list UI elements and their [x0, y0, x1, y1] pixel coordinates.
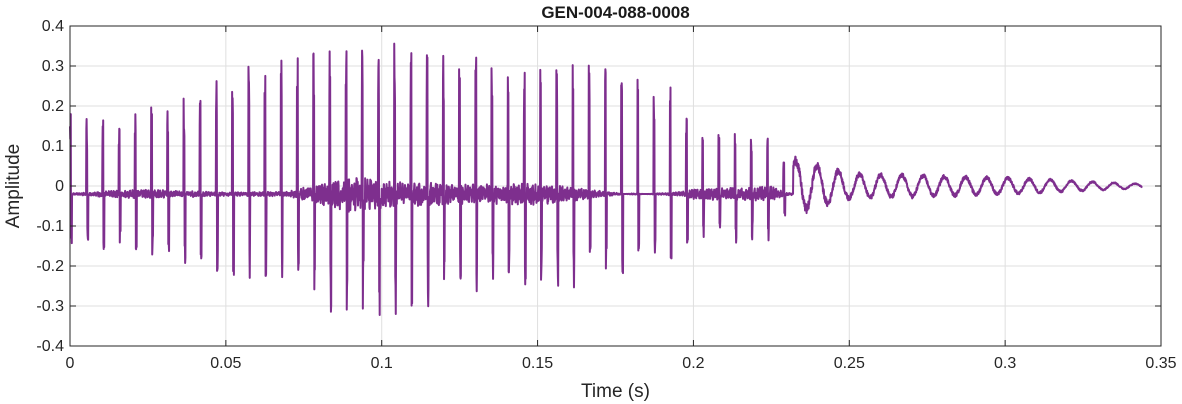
- series-layer: [69, 42, 1144, 316]
- x-tick-label: 0.35: [1145, 355, 1176, 372]
- x-tick-label: 0.2: [682, 355, 704, 372]
- ticks: 0 0.05 0.1 0.15 0.2 0.25 0.3 0.35 -0.4 -0.3 -0.2 -0…: [36, 18, 1176, 372]
- y-tick-label: 0.3: [42, 58, 64, 75]
- y-tick-label: 0: [55, 178, 64, 195]
- x-tick-label: 0.25: [834, 355, 865, 372]
- y-tick-label: -0.1: [36, 218, 64, 235]
- x-tick-label: 0: [66, 355, 75, 372]
- y-tick-label: 0.2: [42, 98, 64, 115]
- y-axis-label: Amplitude: [3, 144, 24, 229]
- chart-title: GEN-004-088-0008: [541, 3, 689, 22]
- x-tick-label: 0.1: [371, 355, 393, 372]
- y-tick-label: -0.2: [36, 258, 64, 275]
- x-tick-label: 0.05: [210, 355, 241, 372]
- y-tick-label: -0.3: [36, 298, 64, 315]
- waveform-line: [69, 42, 1144, 316]
- x-tick-label: 0.15: [522, 355, 553, 372]
- y-tick-label: 0.1: [42, 138, 64, 155]
- y-tick-label: -0.4: [36, 338, 64, 355]
- x-tick-label: 0.3: [994, 355, 1016, 372]
- x-axis-label: Time (s): [581, 381, 650, 402]
- y-tick-label: 0.4: [42, 18, 64, 35]
